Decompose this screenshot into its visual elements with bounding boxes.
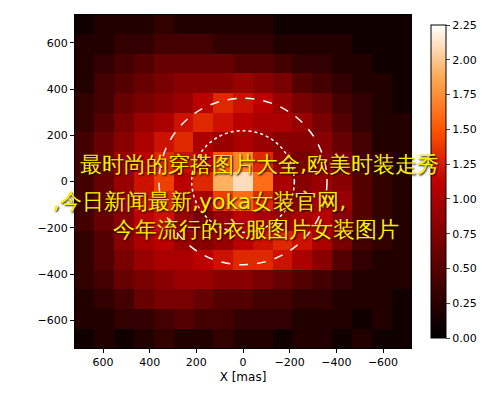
svg-text:0.50: 0.50 xyxy=(452,262,477,275)
svg-text:600: 600 xyxy=(47,37,68,50)
svg-text:400: 400 xyxy=(47,83,68,96)
svg-text:2.00: 2.00 xyxy=(452,54,477,67)
svg-text:X [mas]: X [mas] xyxy=(220,370,267,384)
svg-text:0: 0 xyxy=(61,175,68,188)
svg-text:2.25: 2.25 xyxy=(452,19,477,32)
svg-text:0.75: 0.75 xyxy=(452,228,477,241)
svg-text:1.75: 1.75 xyxy=(452,88,477,101)
svg-text:−600: −600 xyxy=(368,356,398,369)
svg-text:1.50: 1.50 xyxy=(452,123,477,136)
svg-text:−400: −400 xyxy=(38,268,68,281)
svg-text:1.00: 1.00 xyxy=(452,193,477,206)
svg-text:今年流行的衣服图片女装图片: 今年流行的衣服图片女装图片 xyxy=(113,217,399,242)
svg-text:−400: −400 xyxy=(321,356,351,369)
svg-text:200: 200 xyxy=(186,356,207,369)
svg-text:−200: −200 xyxy=(38,222,68,235)
svg-text:0.00: 0.00 xyxy=(452,332,477,345)
svg-text:600: 600 xyxy=(93,356,114,369)
svg-text:0: 0 xyxy=(240,356,247,369)
svg-text:,今日新闻最新,yoka女装官网,: ,今日新闻最新,yoka女装官网, xyxy=(53,189,346,214)
svg-text:400: 400 xyxy=(139,356,160,369)
svg-text:200: 200 xyxy=(47,129,68,142)
svg-text:1.25: 1.25 xyxy=(452,158,477,171)
svg-text:−200: −200 xyxy=(275,356,305,369)
svg-text:最时尚的穿搭图片大全,欧美时装走秀: 最时尚的穿搭图片大全,欧美时装走秀 xyxy=(80,152,439,177)
svg-text:−600: −600 xyxy=(38,314,68,327)
svg-text:0.25: 0.25 xyxy=(452,297,477,310)
